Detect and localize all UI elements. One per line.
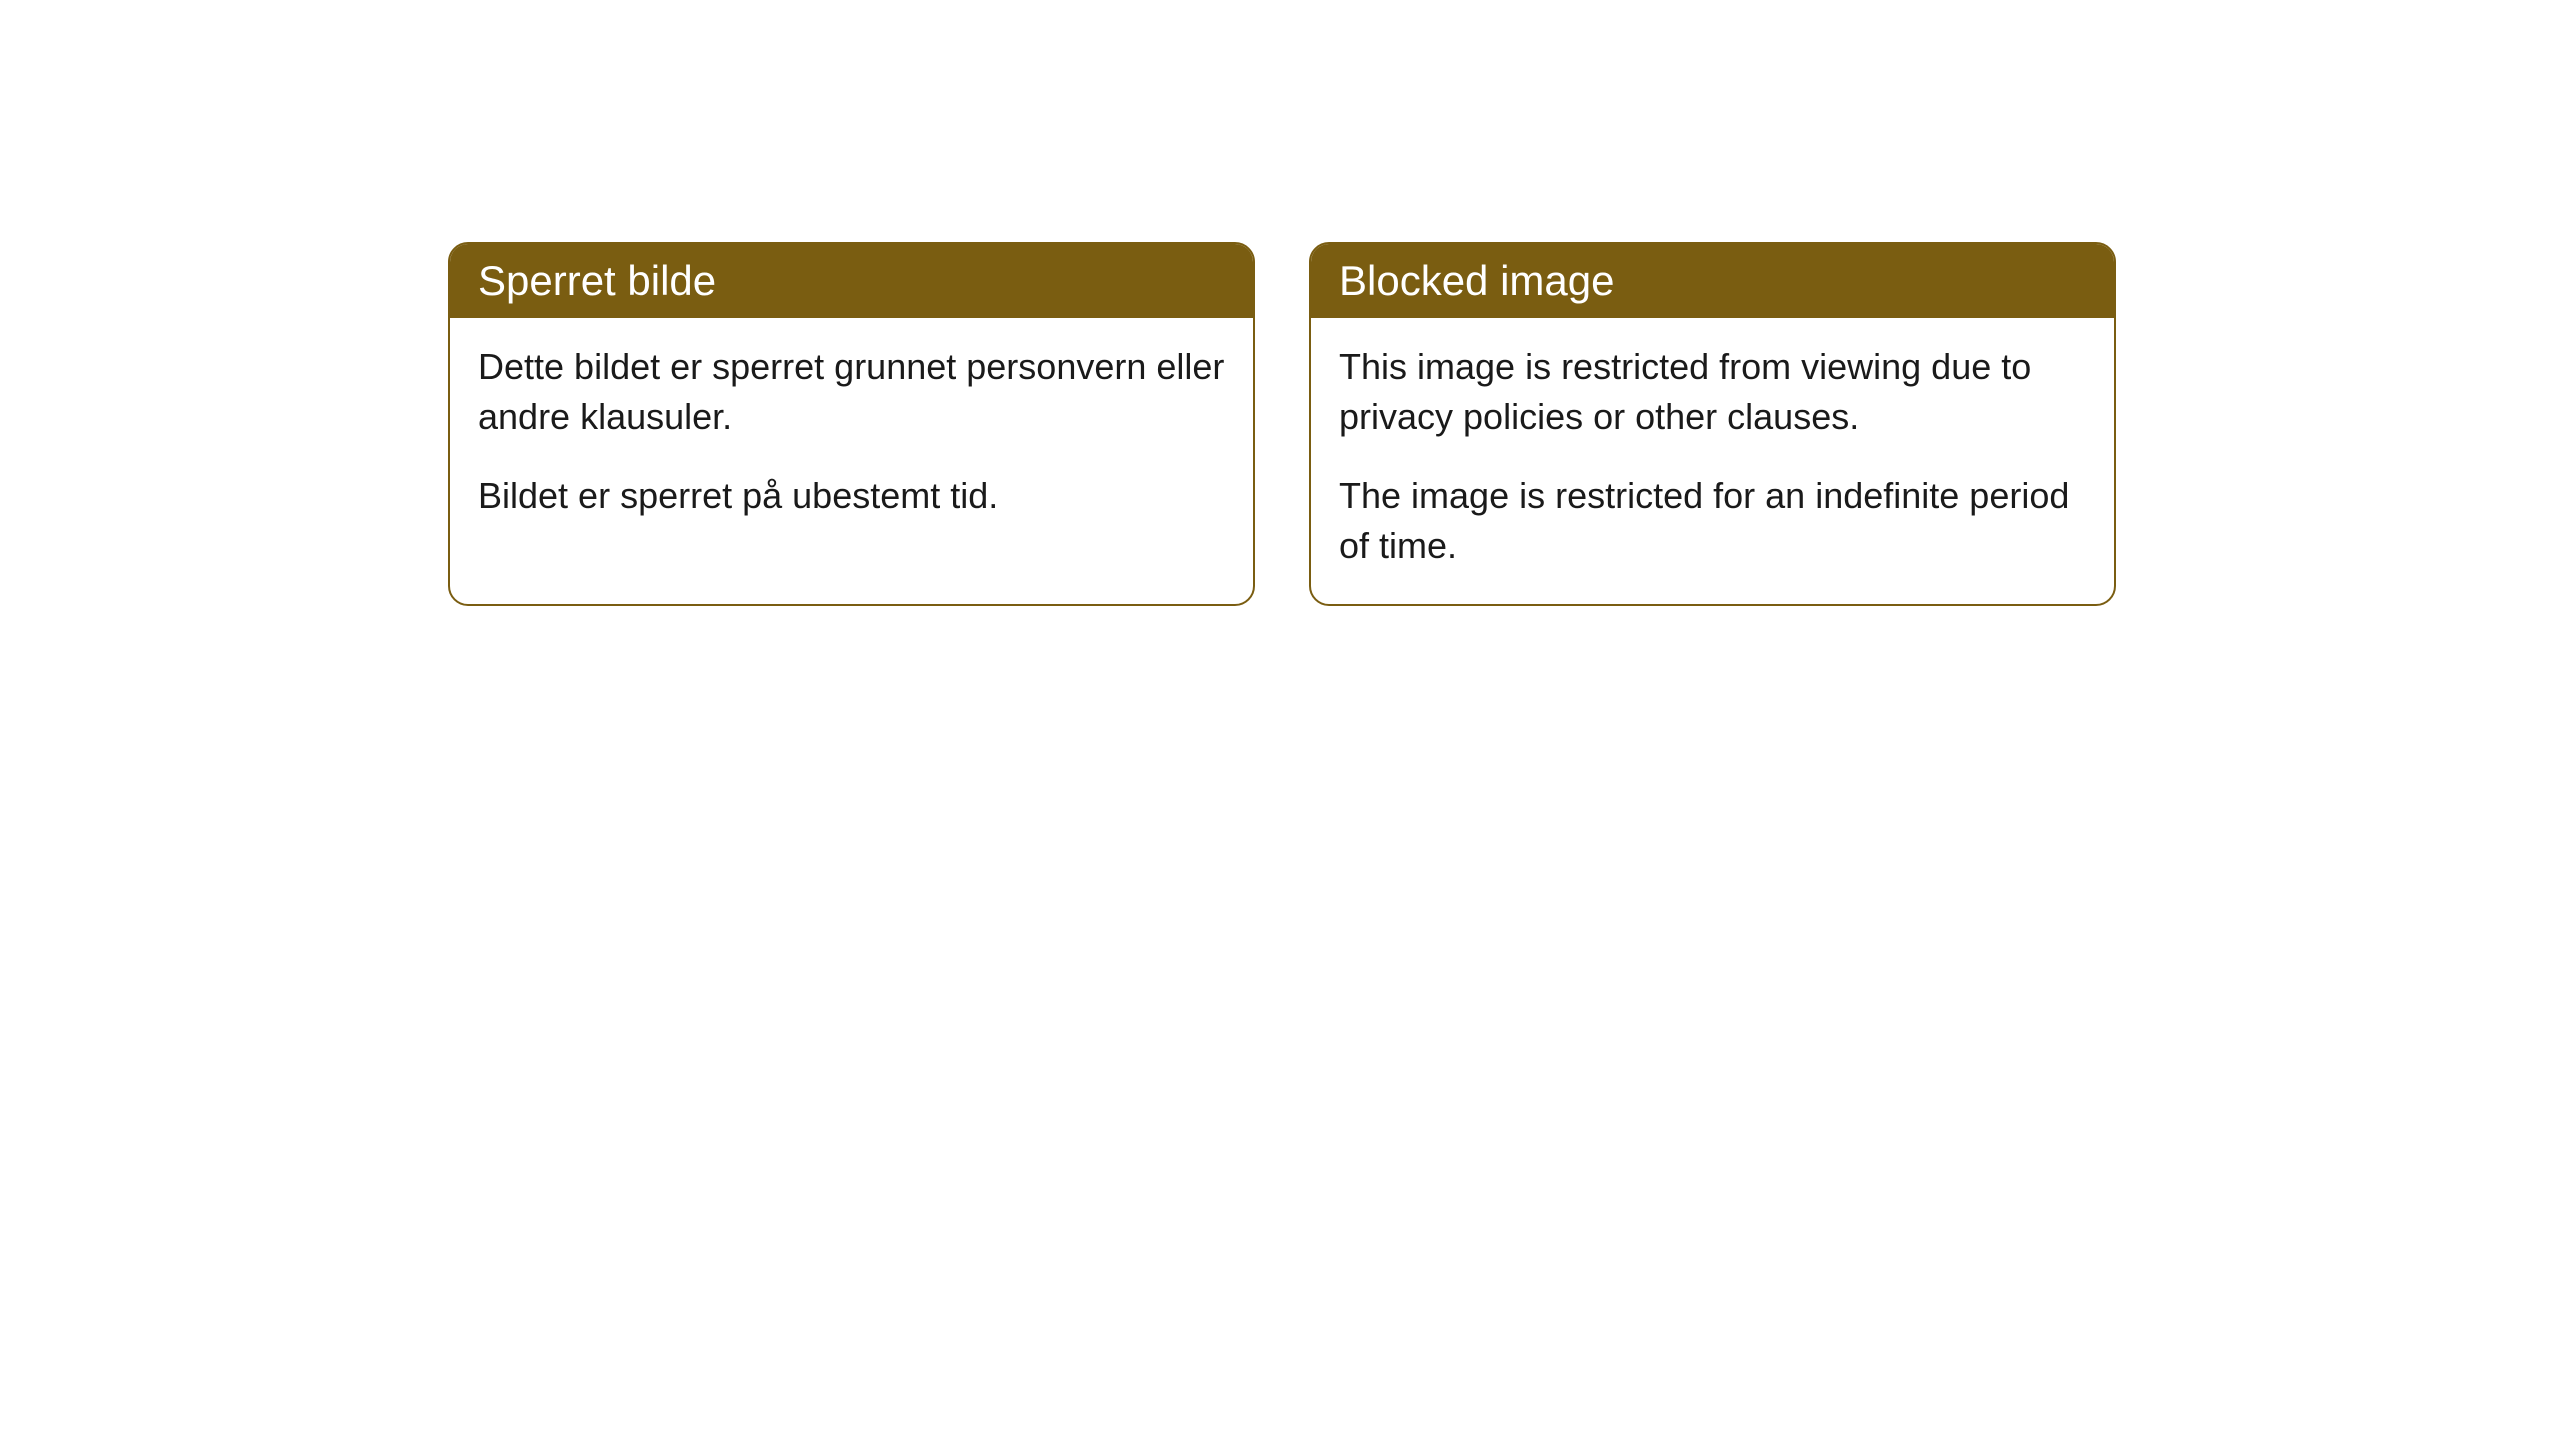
card-paragraph-1-english: This image is restricted from viewing du… — [1339, 342, 2086, 443]
card-body-english: This image is restricted from viewing du… — [1311, 318, 2114, 604]
blocked-image-card-english: Blocked image This image is restricted f… — [1309, 242, 2116, 606]
card-paragraph-1-norwegian: Dette bildet er sperret grunnet personve… — [478, 342, 1225, 443]
card-paragraph-2-norwegian: Bildet er sperret på ubestemt tid. — [478, 471, 1225, 521]
card-header-english: Blocked image — [1311, 244, 2114, 318]
card-body-norwegian: Dette bildet er sperret grunnet personve… — [450, 318, 1253, 553]
card-header-norwegian: Sperret bilde — [450, 244, 1253, 318]
card-paragraph-2-english: The image is restricted for an indefinit… — [1339, 471, 2086, 572]
notification-cards-container: Sperret bilde Dette bildet er sperret gr… — [448, 242, 2116, 606]
blocked-image-card-norwegian: Sperret bilde Dette bildet er sperret gr… — [448, 242, 1255, 606]
